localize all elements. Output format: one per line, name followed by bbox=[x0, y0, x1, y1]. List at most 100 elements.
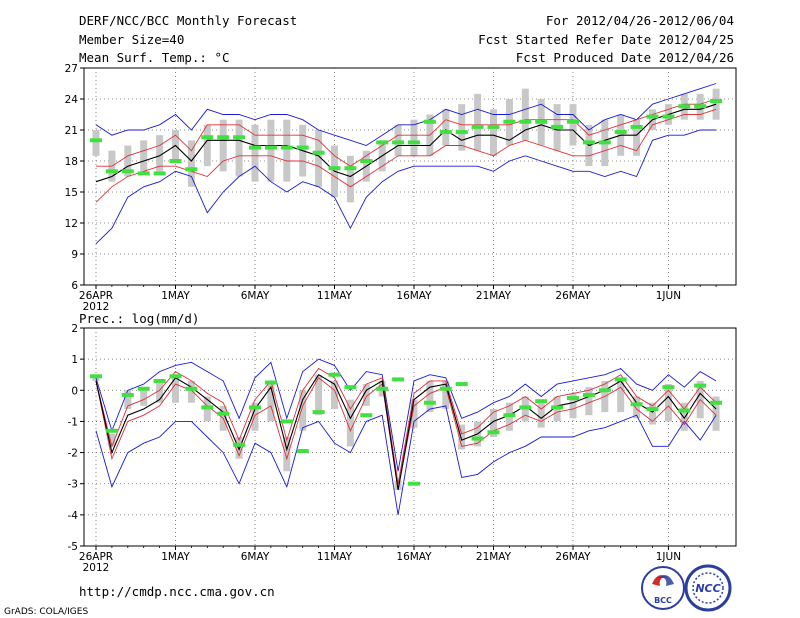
prec-spread-box bbox=[649, 402, 656, 425]
temp-ytick-label: 18 bbox=[65, 156, 78, 168]
temp-spread-box bbox=[569, 104, 577, 146]
ncc-logo: NCC bbox=[684, 564, 732, 612]
temp-ytick-label: 27 bbox=[65, 63, 78, 75]
temp-observation-marker bbox=[582, 140, 595, 145]
temp-observation-marker bbox=[280, 145, 293, 150]
temp-observation-marker bbox=[201, 135, 214, 140]
prec-observation-marker bbox=[328, 372, 341, 377]
prec-observation-marker bbox=[201, 405, 214, 410]
temp-spread-box bbox=[203, 124, 211, 167]
temp-observation-marker bbox=[551, 124, 564, 129]
prec-observation-marker bbox=[360, 413, 373, 418]
temp-xtick-sublabel: 2012 bbox=[83, 301, 110, 313]
prec-observation-marker bbox=[408, 481, 420, 486]
prec-observation-marker bbox=[169, 374, 182, 379]
prec-xtick-label: 26MAY bbox=[555, 551, 591, 563]
temp-observation-marker bbox=[487, 124, 500, 129]
temp-plot-frame bbox=[83, 67, 737, 286]
prec-observation-marker bbox=[694, 383, 707, 388]
prec-observation-marker bbox=[296, 449, 309, 454]
prec-observation-marker bbox=[535, 399, 548, 404]
temp-observation-marker bbox=[90, 138, 102, 143]
prec-observation-marker bbox=[598, 388, 611, 393]
temp-spread-box bbox=[235, 119, 243, 177]
prec-spread-box bbox=[251, 402, 259, 431]
temp-observation-marker bbox=[567, 119, 579, 124]
temp-observation-marker bbox=[630, 124, 643, 129]
temp-spread-box bbox=[156, 135, 164, 172]
temp-xtick-label: 6MAY bbox=[241, 290, 270, 302]
temp-ytick-label: 6 bbox=[71, 280, 78, 292]
temp-observation-marker bbox=[233, 135, 246, 140]
temp-xtick-label: 16MAY bbox=[396, 290, 432, 302]
fcst-started: Fcst Started Refer Date 2012/04/25 bbox=[478, 32, 734, 47]
temp-ytick-label: 12 bbox=[65, 218, 78, 230]
temp-spread-box bbox=[251, 124, 259, 182]
prec-series-mean bbox=[95, 373, 717, 490]
temp-observation-marker bbox=[296, 145, 309, 150]
prec-ytick-label: 2 bbox=[71, 323, 78, 335]
prec-observation-marker bbox=[567, 396, 579, 401]
temp-observation-marker bbox=[169, 159, 182, 163]
temp-observation-marker bbox=[392, 140, 405, 145]
prec-xtick-label: 11MAY bbox=[317, 551, 353, 563]
prec-spread-box bbox=[537, 402, 545, 428]
temp-observation-marker bbox=[614, 130, 627, 135]
temp-xtick-label: 1MAY bbox=[161, 290, 190, 302]
temp-series-lower bbox=[96, 98, 717, 167]
temp-spread-box bbox=[394, 124, 402, 156]
temp-spread-box bbox=[315, 130, 323, 187]
temp-ytick-label: 15 bbox=[65, 187, 78, 199]
temp-xtick-label: 26APR bbox=[79, 290, 113, 302]
prec-ytick-label: -4 bbox=[68, 510, 79, 522]
prec-spread-box bbox=[633, 396, 641, 419]
prec-series-lower bbox=[95, 367, 717, 484]
temp-spread-box bbox=[521, 88, 529, 141]
prec-observation-marker bbox=[90, 374, 102, 379]
temp-observation-marker bbox=[137, 171, 150, 176]
temp-series-upper bbox=[95, 108, 717, 203]
fcst-produced: Fcst Produced Date 2012/04/26 bbox=[516, 50, 734, 65]
prec-observation-marker bbox=[503, 413, 516, 418]
temp-observation-marker bbox=[217, 135, 230, 140]
prec-observation-marker bbox=[185, 386, 198, 391]
prec-spread-box bbox=[187, 380, 195, 403]
temp-spread-box bbox=[124, 145, 132, 177]
temp-observation-marker bbox=[423, 119, 436, 124]
prec-ytick-label: -1 bbox=[68, 416, 78, 428]
temp-observation-marker bbox=[662, 114, 675, 119]
temp-ytick-label: 21 bbox=[65, 125, 78, 137]
prec-observation-marker bbox=[153, 378, 166, 383]
prec-xtick-label: 16MAY bbox=[396, 551, 432, 563]
temp-observation-marker bbox=[694, 104, 707, 109]
source-url[interactable]: http://cmdp.ncc.cma.gov.cn bbox=[79, 584, 275, 599]
temp-spread-box bbox=[442, 109, 450, 146]
ncc-logo-text: NCC bbox=[695, 582, 720, 595]
prec-observation-marker bbox=[392, 377, 405, 382]
prec-spread-box bbox=[569, 393, 577, 419]
prec-spread-box bbox=[315, 374, 323, 416]
temp-observation-marker bbox=[153, 171, 166, 176]
prec-observation-marker bbox=[646, 406, 659, 411]
prec-spread-box bbox=[426, 380, 434, 413]
prec-series-min bbox=[95, 358, 717, 472]
temp-xtick-label: 26MAY bbox=[555, 290, 591, 302]
prec-observation-marker bbox=[630, 402, 643, 407]
prec-spread-box bbox=[331, 380, 338, 409]
temp-series-max bbox=[95, 129, 717, 245]
prec-observation-marker bbox=[519, 405, 532, 410]
prec-xtick-sublabel: 2012 bbox=[83, 562, 110, 574]
temp-xtick-label: 1JUN bbox=[656, 290, 681, 302]
prec-observation-marker bbox=[439, 386, 452, 391]
prec-xtick-label: 26APR bbox=[79, 551, 113, 563]
prec-observation-marker bbox=[312, 410, 325, 415]
prec-spread-box bbox=[124, 390, 132, 409]
prec-observation-marker bbox=[678, 408, 691, 413]
member-size: Member Size=40 bbox=[79, 32, 184, 47]
prec-observation-marker bbox=[582, 392, 595, 397]
temp-observation-marker bbox=[328, 166, 341, 171]
figure-title: DERF/NCC/BCC Monthly Forecast bbox=[79, 13, 297, 28]
temp-observation-marker bbox=[439, 130, 452, 135]
temp-series-min bbox=[95, 83, 717, 146]
prec-observation-marker bbox=[264, 380, 277, 385]
